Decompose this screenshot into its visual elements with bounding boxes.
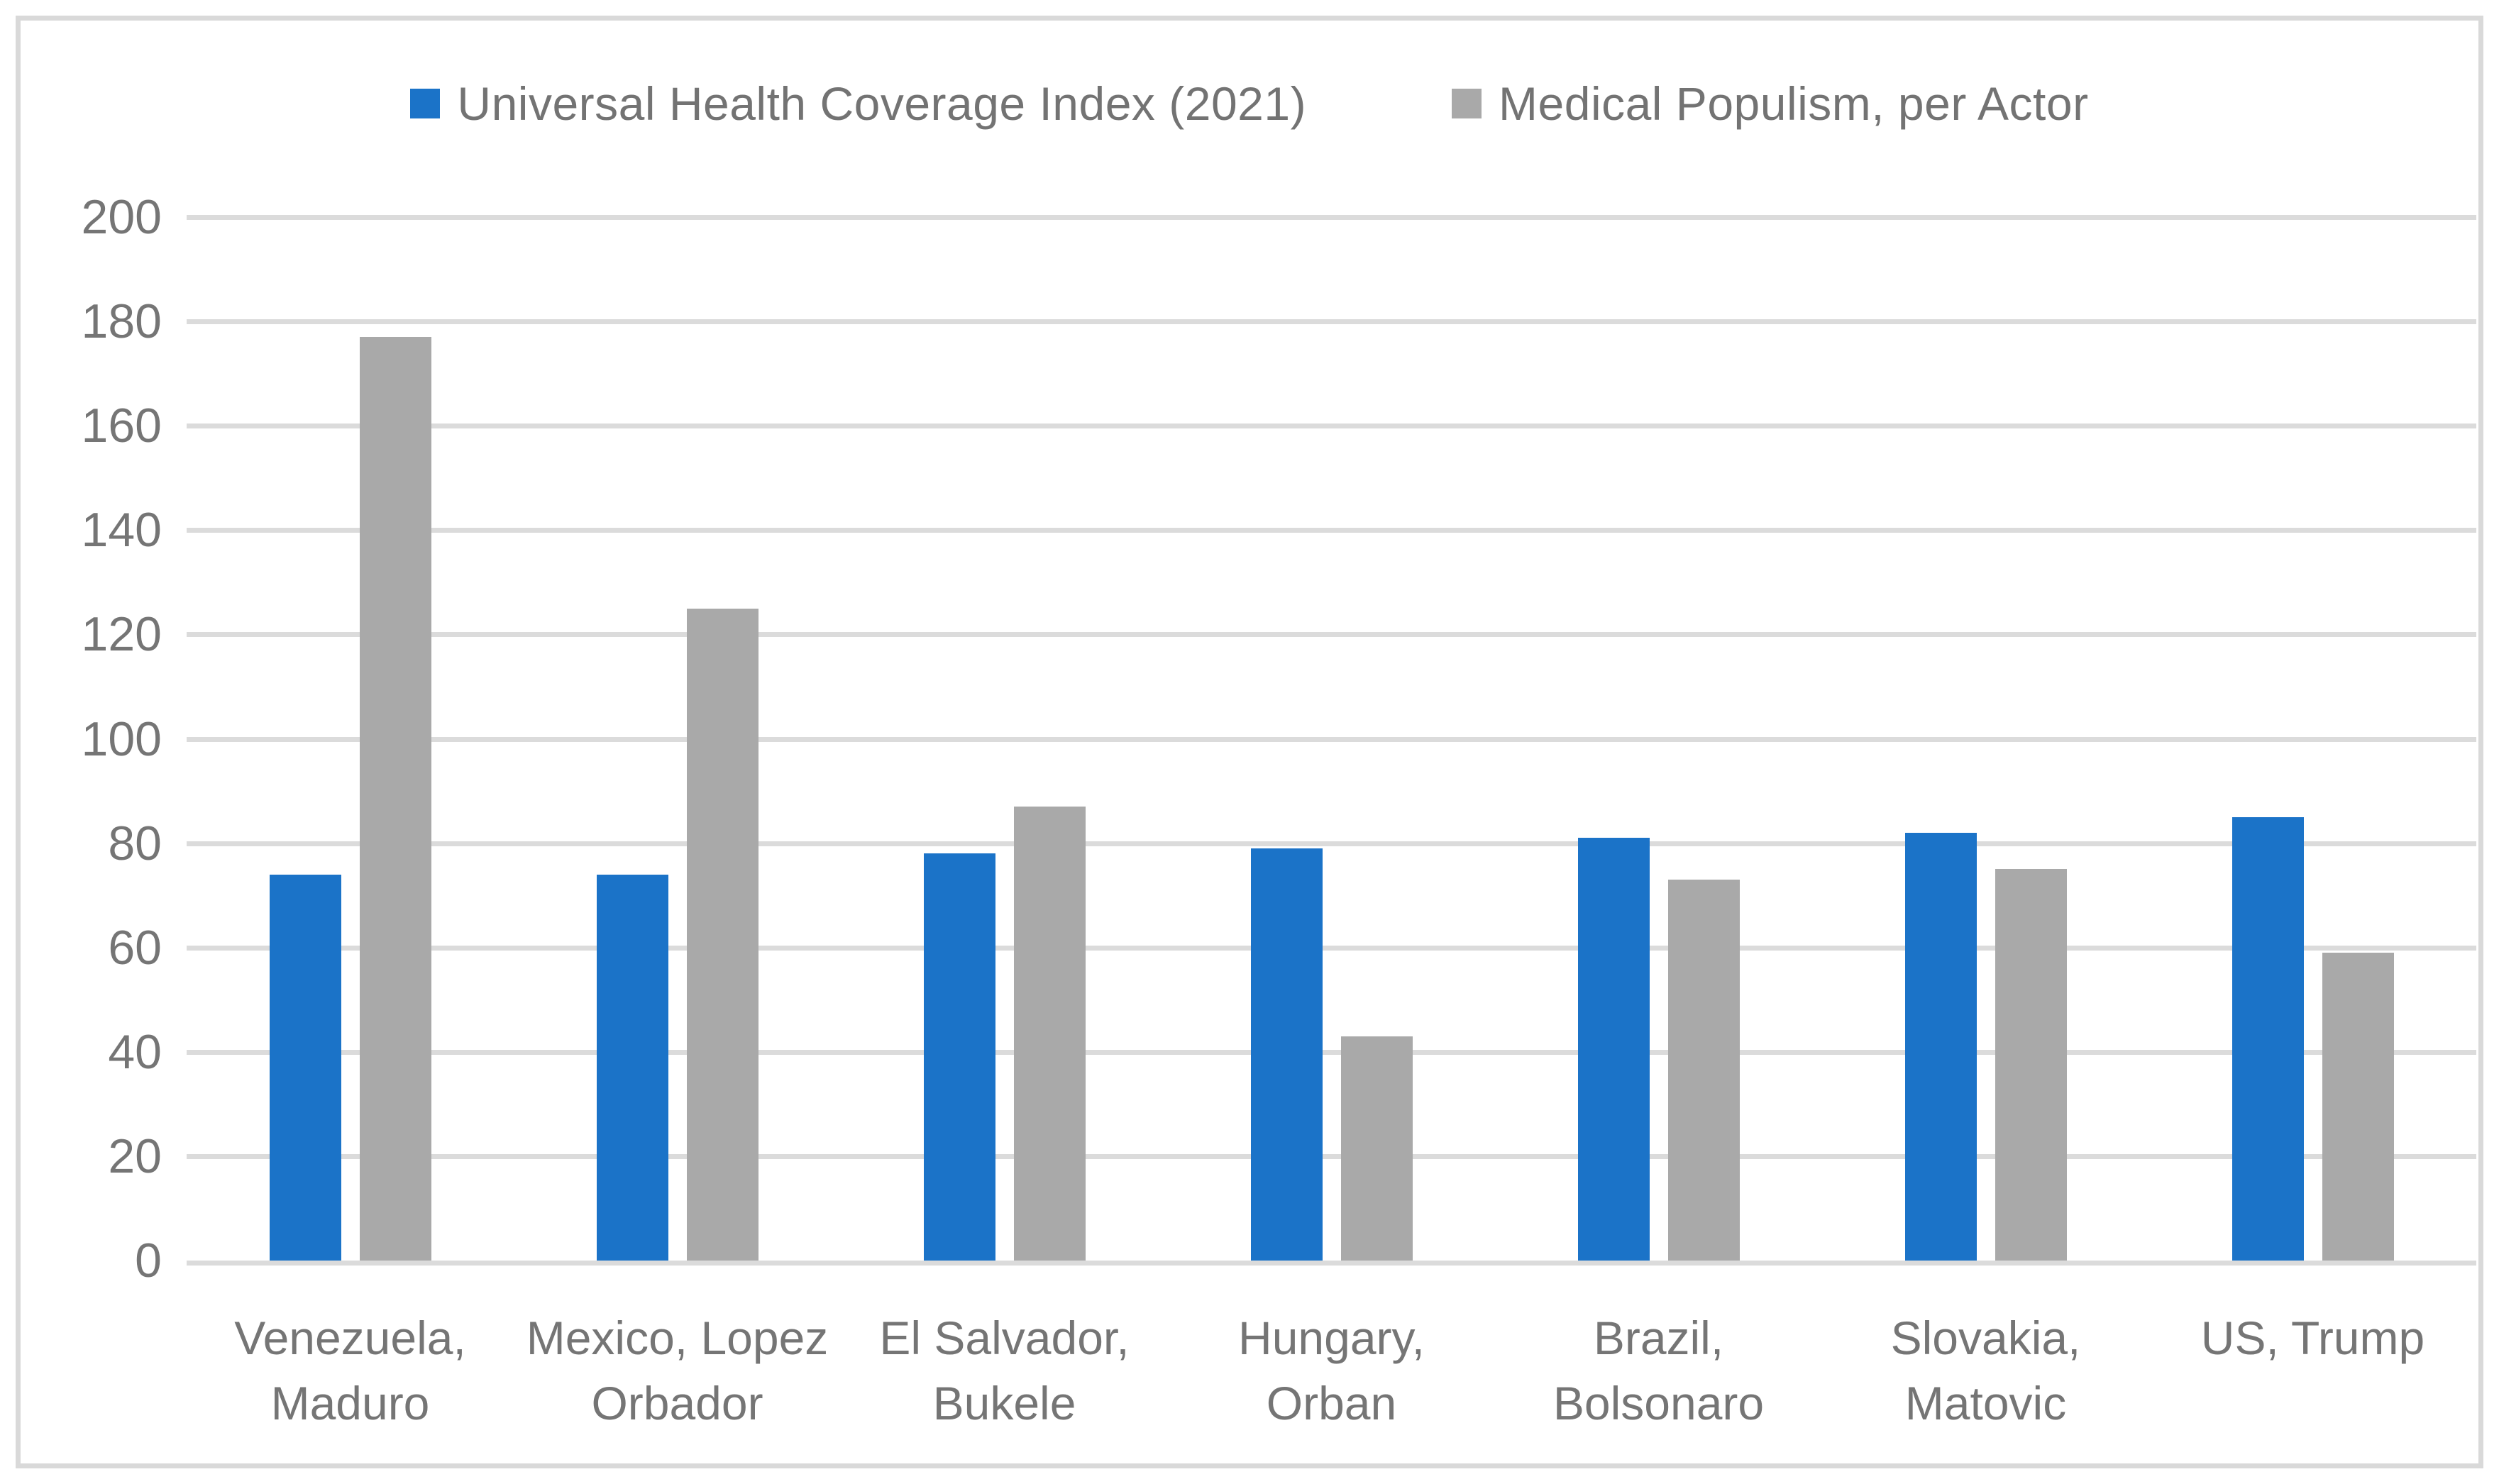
gridline — [187, 423, 2476, 429]
gridline — [187, 1153, 2476, 1159]
legend: Universal Health Coverage Index (2021) M… — [0, 77, 2499, 131]
y-tick-label: 120 — [81, 607, 162, 662]
bar-populism — [686, 608, 758, 1261]
category-label: El Salvador, Bukele — [879, 1312, 1130, 1430]
gridline — [187, 215, 2476, 220]
bar-uhc — [2232, 816, 2304, 1261]
category-label: Brazil, Bolsonaro — [1552, 1312, 1765, 1430]
bar-group — [1168, 217, 1495, 1261]
bar-populism — [1340, 1036, 1413, 1261]
legend-label-uhc: Universal Health Coverage Index (2021) — [457, 77, 1307, 130]
gridline — [187, 841, 2476, 846]
legend-swatch-blue-icon — [410, 89, 441, 118]
bar-populism — [2322, 953, 2394, 1261]
y-tick-label: 60 — [108, 920, 162, 975]
bar-group — [841, 217, 1168, 1261]
y-tick-label: 100 — [81, 711, 162, 766]
legend-item-uhc: Universal Health Coverage Index (2021) — [410, 77, 1306, 131]
bar-uhc — [269, 874, 341, 1261]
category-label: US, Trump — [2200, 1312, 2425, 1364]
category-label: Hungary, Orban — [1238, 1312, 1425, 1430]
legend-label-populism: Medical Populism, per Actor — [1499, 77, 2089, 130]
gridline — [187, 632, 2476, 638]
bar-groups — [187, 217, 2476, 1261]
y-tick-label: 200 — [81, 190, 162, 244]
legend-swatch-gray-icon — [1452, 89, 1482, 118]
y-tick-label: 40 — [108, 1024, 162, 1079]
y-tick-label: 0 — [135, 1234, 162, 1288]
bar-group — [1822, 217, 2149, 1261]
x-axis-line — [187, 1261, 2476, 1266]
x-axis-labels: Venezuela, Maduro Mexico, Lopez Orbador El… — [187, 1305, 2476, 1436]
bar-group — [514, 217, 841, 1261]
bar-group — [187, 217, 514, 1261]
bar-uhc — [1250, 848, 1323, 1261]
y-axis-labels: 0 20 40 60 80 100 120 140 160 180 200 — [43, 190, 162, 1288]
y-tick-label: 160 — [81, 399, 162, 453]
y-tick-label: 180 — [81, 294, 162, 349]
y-tick-label: 80 — [108, 816, 162, 870]
plot-area — [187, 215, 2476, 1266]
legend-item-populism: Medical Populism, per Actor — [1452, 77, 2089, 131]
gridline — [187, 528, 2476, 533]
y-tick-label: 140 — [81, 503, 162, 558]
bar-populism — [1995, 869, 2067, 1261]
gridline — [187, 1049, 2476, 1055]
category-label: Slovakia, Matovic — [1890, 1312, 2081, 1430]
bar-populism — [1013, 807, 1086, 1261]
bar-uhc — [596, 874, 668, 1261]
bar-uhc — [923, 853, 995, 1261]
category-label: Venezuela, Maduro — [234, 1312, 466, 1430]
bar-group — [2149, 217, 2476, 1261]
y-tick-label: 20 — [108, 1129, 162, 1183]
gridline — [187, 945, 2476, 951]
bar-populism — [359, 337, 431, 1261]
gridline — [187, 736, 2476, 742]
bar-group — [1495, 217, 1822, 1261]
category-label: Mexico, Lopez Orbador — [526, 1312, 829, 1430]
bar-uhc — [1577, 838, 1650, 1261]
gridline — [187, 319, 2476, 325]
bar-uhc — [1904, 832, 1977, 1261]
bar-populism — [1667, 880, 1740, 1261]
